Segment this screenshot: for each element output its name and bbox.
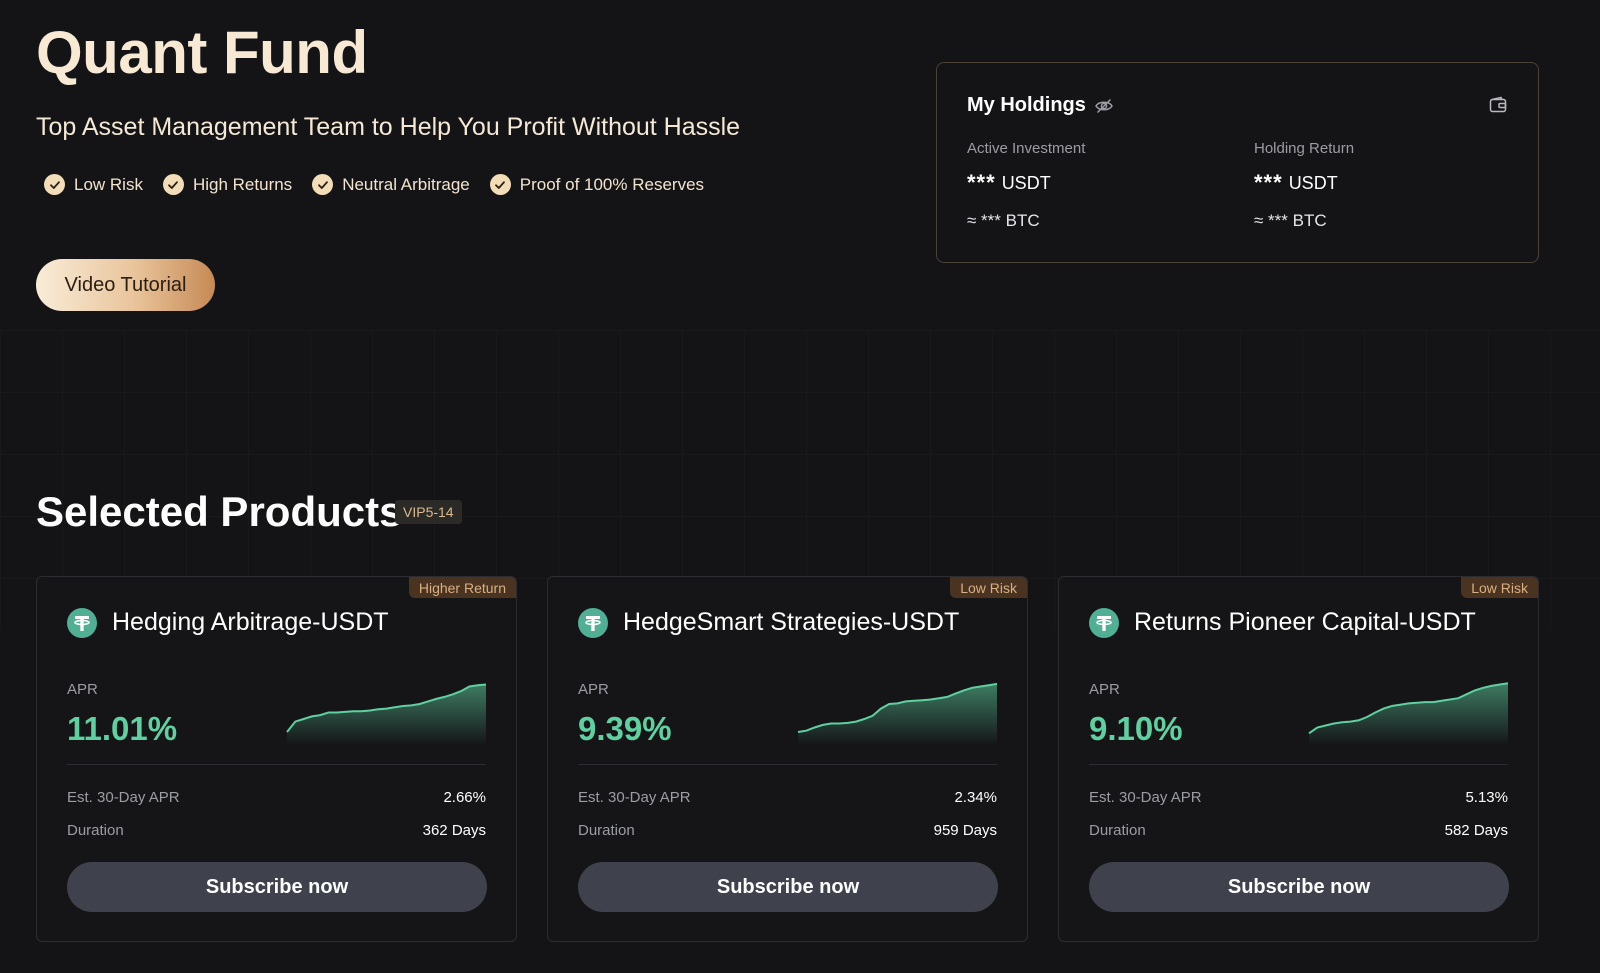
product-card: Low Risk Returns Pioneer Capital-USDT AP… [1058, 576, 1539, 942]
holding-return: Holding Return *** USDT ≈ *** BTC [1254, 140, 1354, 231]
apr-label: APR [1089, 681, 1120, 698]
feature-label: Low Risk [74, 174, 143, 194]
active-investment-btc: ≈ *** BTC [967, 211, 1040, 230]
product-name: Hedging Arbitrage-USDT [112, 608, 389, 636]
active-investment-label: Active Investment [967, 140, 1086, 157]
trend-area [798, 683, 997, 745]
est-apr-row: Est. 30-Day APR 2.66% [67, 789, 486, 806]
product-tag: Higher Return [408, 577, 516, 598]
est-apr-value: 2.66% [443, 789, 486, 806]
divider [67, 764, 486, 765]
product-name: HedgeSmart Strategies-USDT [623, 608, 960, 636]
est-apr-value: 2.34% [954, 789, 997, 806]
usdt-coin-icon [67, 608, 97, 638]
product-tag: Low Risk [1461, 577, 1538, 598]
duration-value: 362 Days [422, 822, 486, 839]
feature-item: Low Risk [44, 174, 143, 195]
check-icon [489, 174, 511, 195]
duration-row: Duration 582 Days [1089, 822, 1508, 839]
apr-trend-chart [286, 683, 487, 745]
apr-label: APR [578, 681, 609, 698]
product-name: Returns Pioneer Capital-USDT [1134, 608, 1476, 636]
check-icon [312, 174, 334, 195]
est-apr-label: Est. 30-Day APR [1089, 789, 1202, 806]
apr-value: 9.39% [578, 710, 672, 747]
duration-row: Duration 959 Days [578, 822, 997, 839]
divider [578, 764, 997, 765]
feature-list: Low Risk High Returns Neutral Arbitrage … [44, 174, 724, 195]
active-investment: Active Investment *** USDT ≈ *** BTC [967, 140, 1085, 231]
product-card: Higher Return Hedging Arbitrage-USDT APR… [36, 576, 517, 942]
duration-label: Duration [578, 822, 635, 839]
usdt-coin-icon [578, 608, 608, 638]
duration-row: Duration 362 Days [67, 822, 486, 839]
product-tag: Low Risk [950, 577, 1027, 598]
apr-trend-chart [1308, 682, 1509, 745]
subscribe-button[interactable]: Subscribe now [578, 862, 998, 912]
active-investment-value: *** USDT [967, 170, 1085, 196]
divider [1089, 764, 1508, 765]
video-tutorial-button[interactable]: Video Tutorial [36, 259, 215, 311]
feature-item: Proof of 100% Reserves [489, 174, 705, 195]
usdt-coin-icon [1089, 608, 1119, 638]
holdings-header: My Holdings [967, 94, 1114, 117]
vip-badge: VIP5-14 [395, 500, 462, 524]
apr-value: 11.01% [67, 710, 178, 747]
duration-value: 582 Days [1444, 822, 1508, 839]
subscribe-button[interactable]: Subscribe now [67, 862, 487, 912]
check-icon [44, 174, 65, 195]
holdings-title: My Holdings [967, 94, 1086, 116]
est-apr-label: Est. 30-Day APR [67, 789, 180, 806]
masked-amount: *** [1254, 170, 1283, 195]
trend-line [797, 682, 998, 733]
feature-item: High Returns [162, 174, 293, 195]
est-apr-label: Est. 30-Day APR [578, 789, 691, 806]
trend-line [286, 683, 487, 733]
holdings-panel: My Holdings Active Investment *** USDT ≈… [936, 62, 1539, 263]
holding-return-label: Holding Return [1254, 140, 1355, 157]
apr-trend-chart [797, 682, 998, 745]
currency-unit: USDT [1001, 172, 1051, 193]
page-subtitle: Top Asset Management Team to Help You Pr… [36, 113, 741, 141]
est-apr-row: Est. 30-Day APR 5.13% [1089, 789, 1508, 806]
feature-label: Proof of 100% Reserves [519, 174, 705, 194]
trend-line [1308, 682, 1509, 735]
apr-label: APR [67, 681, 98, 698]
duration-label: Duration [1089, 822, 1146, 839]
holding-return-value: *** USDT [1254, 170, 1354, 196]
eye-slash-icon[interactable] [1094, 96, 1114, 116]
duration-label: Duration [67, 822, 124, 839]
holding-return-btc: ≈ *** BTC [1254, 211, 1327, 230]
page-title: Quant Fund [36, 19, 368, 86]
est-apr-row: Est. 30-Day APR 2.34% [578, 789, 997, 806]
feature-item: Neutral Arbitrage [312, 174, 470, 195]
trend-area [1309, 683, 1508, 745]
check-icon [162, 174, 184, 195]
est-apr-value: 5.13% [1465, 789, 1508, 806]
masked-amount: *** [967, 170, 996, 195]
wallet-icon[interactable] [1488, 95, 1508, 115]
feature-label: High Returns [192, 174, 293, 194]
apr-value: 9.10% [1089, 710, 1183, 747]
currency-unit: USDT [1288, 172, 1338, 193]
feature-label: Neutral Arbitrage [342, 174, 470, 194]
product-card: Low Risk HedgeSmart Strategies-USDT APR … [547, 576, 1028, 942]
duration-value: 959 Days [933, 822, 997, 839]
section-title: Selected Products [36, 488, 403, 535]
subscribe-button[interactable]: Subscribe now [1089, 862, 1509, 912]
